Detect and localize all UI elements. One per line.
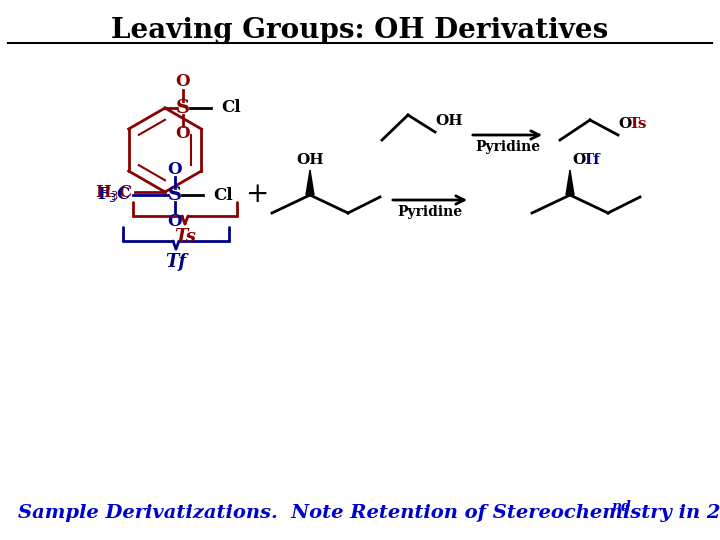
Text: S: S bbox=[176, 99, 190, 117]
Text: O: O bbox=[572, 153, 585, 167]
Text: Tf: Tf bbox=[583, 153, 601, 167]
Text: Tf: Tf bbox=[166, 253, 186, 271]
Text: Pyridine: Pyridine bbox=[397, 205, 462, 219]
Polygon shape bbox=[306, 170, 314, 195]
Text: H$_3$C: H$_3$C bbox=[95, 183, 133, 201]
Text: O: O bbox=[618, 117, 631, 131]
Text: OH: OH bbox=[296, 153, 324, 167]
Text: Pyridine: Pyridine bbox=[475, 140, 540, 154]
Text: F$_3$C: F$_3$C bbox=[96, 186, 131, 205]
Polygon shape bbox=[566, 170, 574, 195]
Text: Ts: Ts bbox=[629, 117, 647, 131]
Text: Cl: Cl bbox=[213, 186, 233, 204]
Text: Sample Derivatizations.  Note Retention of Stereochemistry in 2: Sample Derivatizations. Note Retention o… bbox=[18, 504, 720, 522]
Text: nd: nd bbox=[611, 500, 631, 514]
Text: Cl: Cl bbox=[221, 99, 240, 117]
Text: O: O bbox=[168, 160, 182, 178]
Text: O: O bbox=[176, 125, 190, 143]
Text: Ts: Ts bbox=[174, 228, 196, 246]
Text: +: + bbox=[246, 181, 270, 208]
Text: O: O bbox=[176, 73, 190, 91]
Text: O: O bbox=[168, 213, 182, 230]
Text: S: S bbox=[168, 186, 182, 204]
Text: Leaving Groups: OH Derivatives: Leaving Groups: OH Derivatives bbox=[112, 17, 608, 44]
Text: OH: OH bbox=[435, 114, 463, 128]
